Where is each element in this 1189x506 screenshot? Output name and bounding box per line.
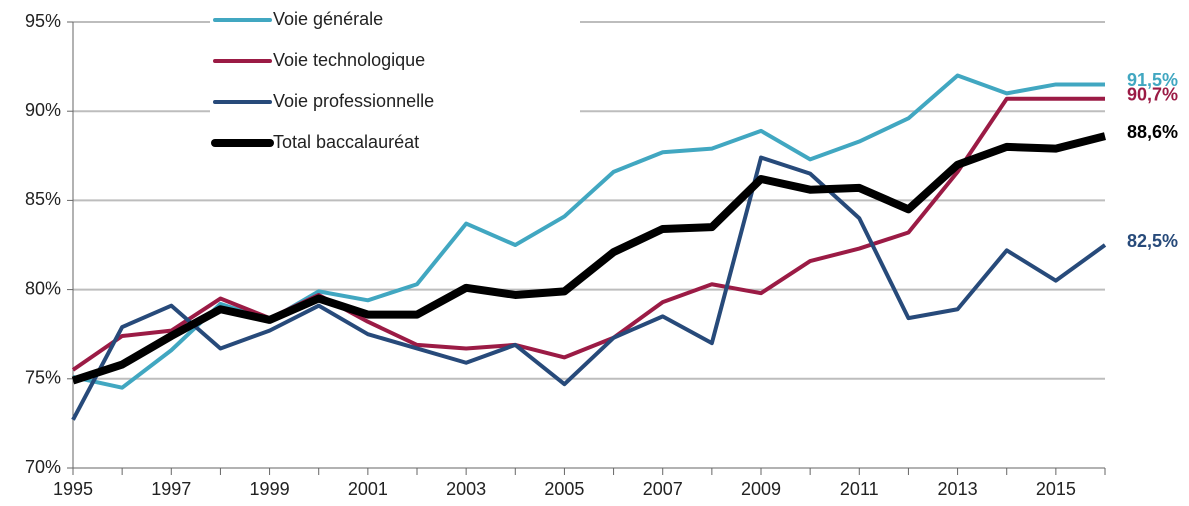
x-tick-label: 2005 (544, 479, 584, 499)
x-tick-label: 2007 (643, 479, 683, 499)
x-tick-label: 2013 (938, 479, 978, 499)
end-label: 82,5% (1127, 231, 1178, 251)
x-tick-label: 2011 (840, 479, 879, 499)
x-tick-label: 2009 (741, 479, 781, 499)
line-series (71, 96, 1105, 372)
end-label: 91,5% (1127, 70, 1178, 90)
y-tick-label: 75% (25, 368, 61, 388)
line-series (71, 132, 1106, 385)
x-tick-label: 2001 (348, 479, 388, 499)
legend-label: Voie professionnelle (273, 91, 434, 111)
legend-label: Voie technologique (273, 50, 425, 70)
y-tick-label: 70% (25, 457, 61, 477)
line-series (71, 155, 1107, 421)
x-tick-label: 1995 (53, 479, 93, 499)
y-tick-label: 85% (25, 189, 61, 209)
x-tick-label: 2003 (446, 479, 486, 499)
x-tick-label: 1999 (250, 479, 290, 499)
y-tick-label: 95% (25, 11, 61, 31)
x-tick-label: 2015 (1036, 479, 1076, 499)
y-tick-label: 90% (25, 100, 61, 120)
legend-label: Total baccalauréat (273, 132, 419, 152)
end-label: 88,6% (1127, 122, 1178, 142)
end-label: 90,7% (1127, 84, 1178, 104)
x-tick-label: 1997 (151, 479, 191, 499)
legend-label: Voie générale (273, 9, 383, 29)
y-tick-label: 80% (25, 278, 61, 298)
